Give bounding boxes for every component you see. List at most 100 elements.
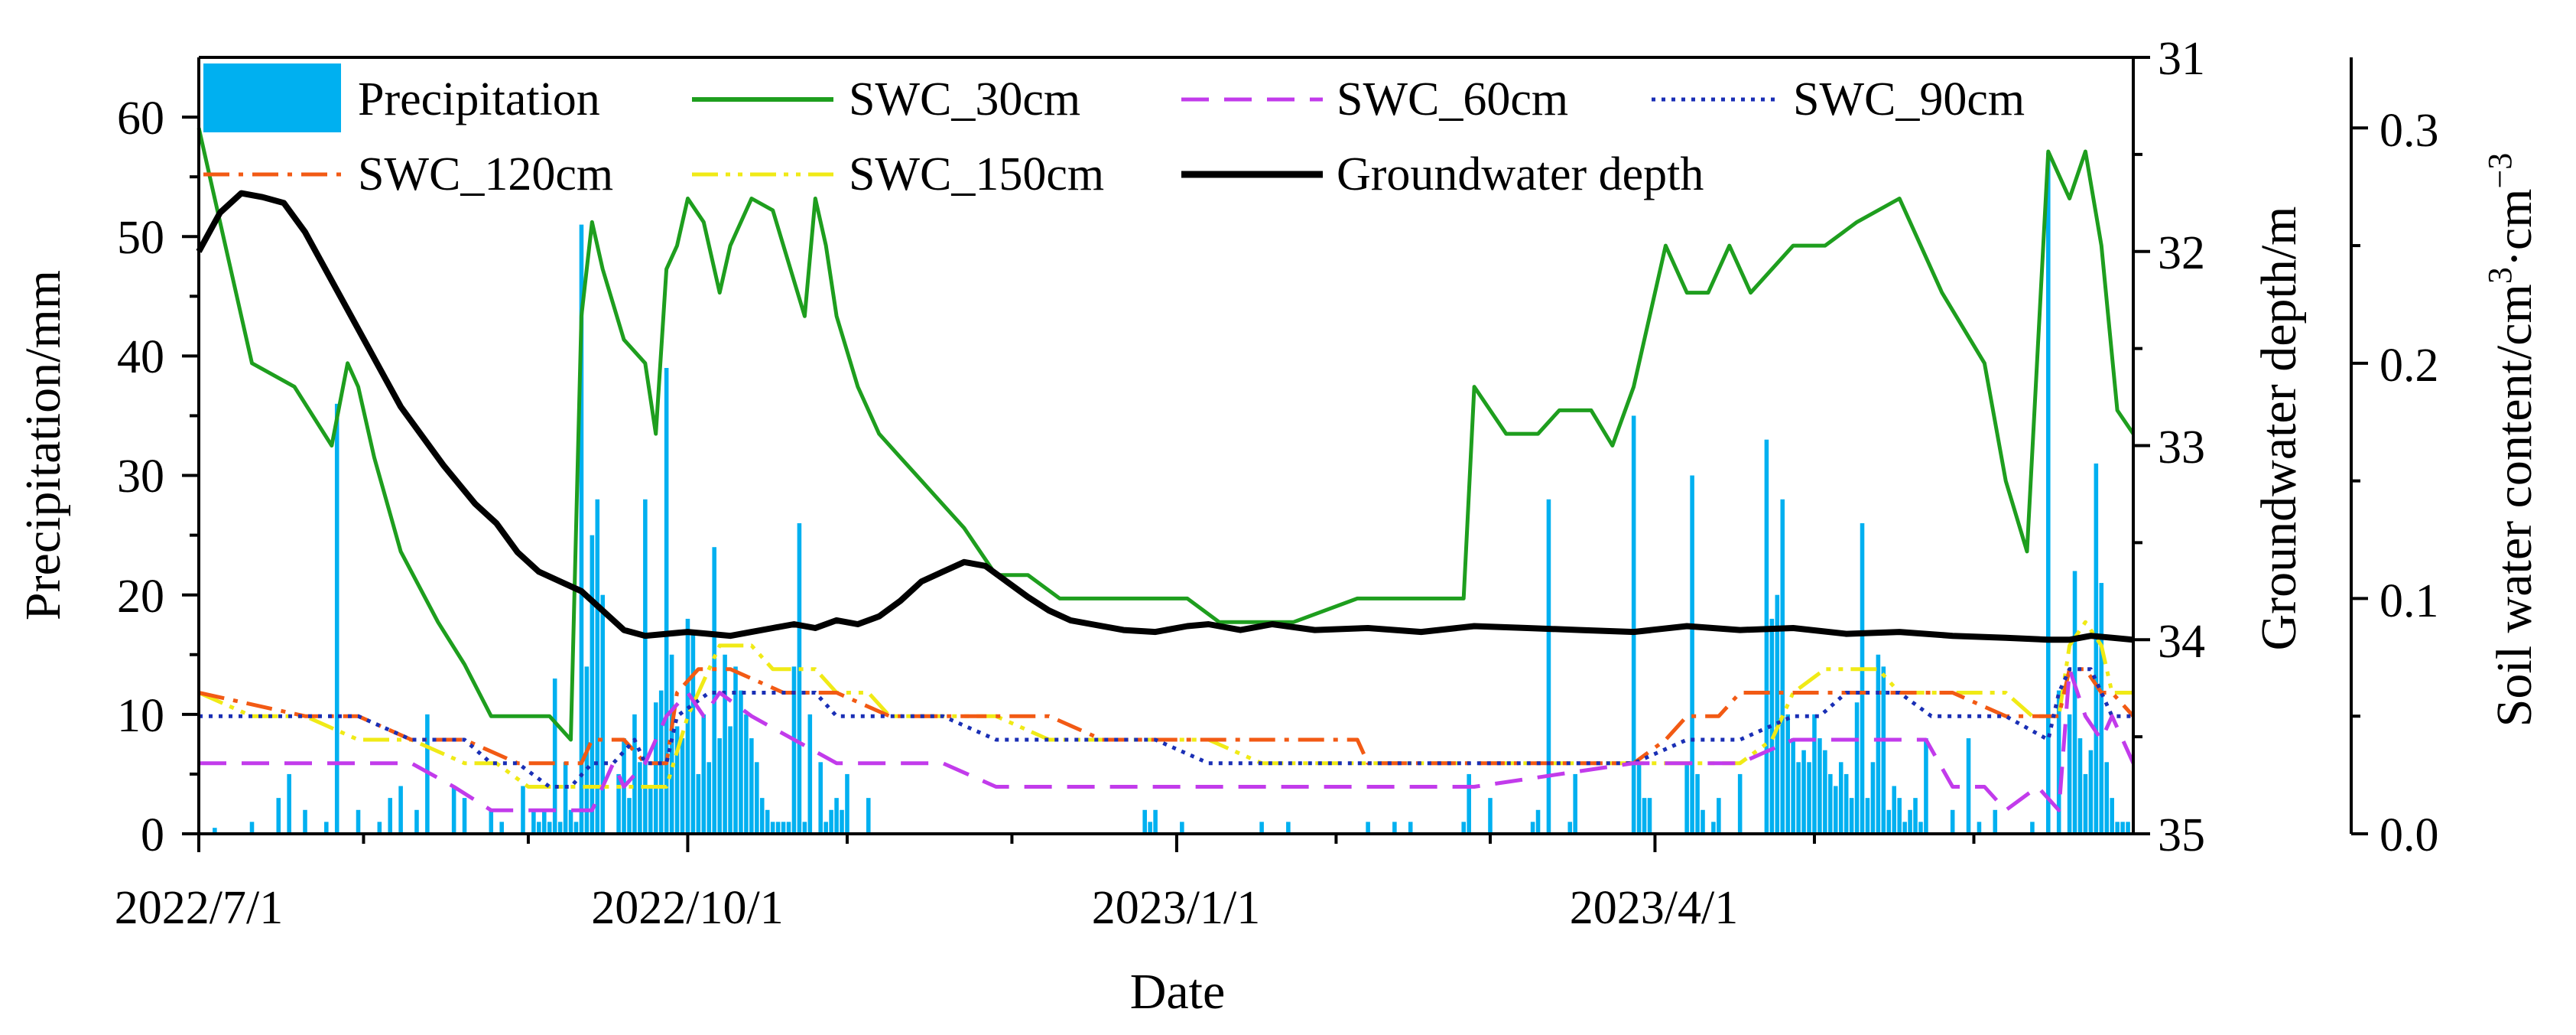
precipitation-bar	[1870, 762, 1876, 834]
precipitation-bar	[1631, 415, 1636, 834]
precipitation-bar	[823, 822, 828, 834]
precipitation-bar	[1828, 773, 1833, 834]
precipitation-bar	[1865, 798, 1870, 834]
right2-axis-title-sup1: 3	[2481, 267, 2519, 284]
left-axis-title: Precipitation/mm	[15, 270, 71, 620]
precipitation-bar	[1530, 822, 1535, 834]
precipitation-bar	[802, 822, 807, 834]
precipitation-bar	[1886, 809, 1892, 834]
precipitation-bar	[2067, 714, 2072, 834]
precipitation-bar	[1775, 594, 1780, 834]
precipitation-bar	[579, 224, 584, 834]
right2-axis-title: Soil water content/cm3·cm−3	[2481, 153, 2542, 727]
legend-label: Groundwater depth	[1337, 148, 1704, 200]
precipitation-bar	[749, 738, 754, 834]
precipitation-bar	[462, 798, 467, 834]
precipitation-bar	[1812, 714, 1817, 834]
precipitation-bar	[287, 773, 291, 834]
precipitation-bar	[728, 726, 733, 834]
groundwater-line	[196, 190, 2134, 643]
precipitation-bar	[563, 762, 568, 834]
precipitation-bar	[829, 809, 833, 834]
precipitation-bar	[414, 809, 419, 834]
precipitation-bar	[595, 499, 600, 834]
right1-tick-label: 34	[2158, 616, 2205, 668]
precipitation-bar	[1764, 439, 1769, 834]
precipitation-bar	[685, 618, 690, 834]
precipitation-bar	[1488, 798, 1493, 834]
precipitation-bar	[1881, 666, 1886, 834]
precipitation-bar	[1833, 786, 1838, 834]
precipitation-bar	[1142, 809, 1147, 834]
precipitation-bar	[1838, 762, 1843, 834]
x-tick-label: 2023/4/1	[1570, 882, 1738, 934]
precipitation-bar	[1392, 822, 1397, 834]
series-swc-120cm	[198, 667, 2135, 766]
precipitation-bar	[755, 762, 759, 834]
precipitation-bar	[1286, 822, 1291, 834]
precipitation-bar	[537, 822, 541, 834]
precipitation-bar	[701, 714, 707, 834]
precipitation-bar	[1823, 750, 1827, 834]
precipitation-bar	[2030, 822, 2035, 834]
precipitation-bar	[2056, 690, 2061, 834]
precipitation-bar	[797, 523, 802, 834]
right2-axis-title-main: Soil water content/cm	[2487, 284, 2542, 727]
precipitation-bar	[1535, 809, 1541, 834]
right1-tick-labels: 31 32 33 34 35	[2158, 33, 2205, 861]
precipitation-bar	[1366, 822, 1370, 834]
precipitation-bar	[1695, 773, 1700, 834]
precipitation-bar	[2083, 773, 2088, 834]
series-swc-150cm	[197, 620, 2133, 789]
precipitation-bar	[1769, 618, 1775, 834]
series-swc-60cm	[199, 667, 2136, 812]
precipitation-bar	[1567, 822, 1573, 834]
ticks	[182, 56, 2368, 852]
precipitation-bar	[1180, 822, 1184, 834]
precipitation-bar	[1966, 738, 1971, 834]
precipitation-bar	[2120, 822, 2125, 834]
precipitation-bar	[1950, 809, 1955, 834]
precipitation-bar	[1636, 762, 1642, 834]
precipitation-bar	[765, 809, 770, 834]
precipitation-bar	[1546, 499, 1551, 834]
precipitation-bar	[324, 822, 329, 834]
precipitation-bar	[690, 630, 696, 834]
precipitation-bar	[866, 798, 871, 834]
precipitation-bar	[1892, 786, 1897, 834]
precipitation-bar	[2088, 750, 2094, 834]
precipitation-bar	[1711, 822, 1716, 834]
precipitation-bar	[1690, 475, 1694, 834]
precipitation-bar	[1780, 499, 1785, 834]
precipitation-bar	[2126, 822, 2130, 834]
precipitation-bar	[1785, 714, 1790, 834]
precipitation-bar	[669, 654, 674, 834]
precipitation-bar	[1860, 523, 1865, 834]
right2-tick-labels: 0.0 0.1 0.2 0.3	[2379, 105, 2439, 861]
precipitation-bar	[1717, 798, 1721, 834]
precipitation-bar	[1701, 809, 1705, 834]
precipitation-bar	[2046, 152, 2051, 835]
precipitation-bar	[557, 822, 563, 834]
swc-lines	[197, 127, 2136, 812]
precipitation-bar	[845, 773, 849, 834]
precipitation-bar	[807, 714, 813, 834]
precipitation-bar	[489, 809, 494, 834]
precipitation-bar	[1908, 809, 1912, 834]
left-tick-label: 60	[117, 93, 164, 145]
right2-tick-label: 0.0	[2379, 809, 2439, 861]
left-tick-label: 20	[117, 571, 164, 623]
x-axis-title: Date	[1130, 964, 1226, 1020]
left-tick-label: 0	[141, 809, 164, 861]
precipitation-bar	[377, 822, 382, 834]
precipitation-bar	[712, 547, 716, 834]
precipitation-bar	[1807, 762, 1811, 834]
precipitation-bar	[786, 822, 791, 834]
precipitation-bar	[1153, 809, 1158, 834]
precipitation-bar	[1461, 822, 1467, 834]
x-tick-label: 2022/7/1	[115, 882, 283, 934]
right2-axis-title-mid: ·cm	[2487, 189, 2542, 268]
precipitation-bar	[568, 809, 573, 834]
precipitation-bar	[249, 822, 255, 834]
